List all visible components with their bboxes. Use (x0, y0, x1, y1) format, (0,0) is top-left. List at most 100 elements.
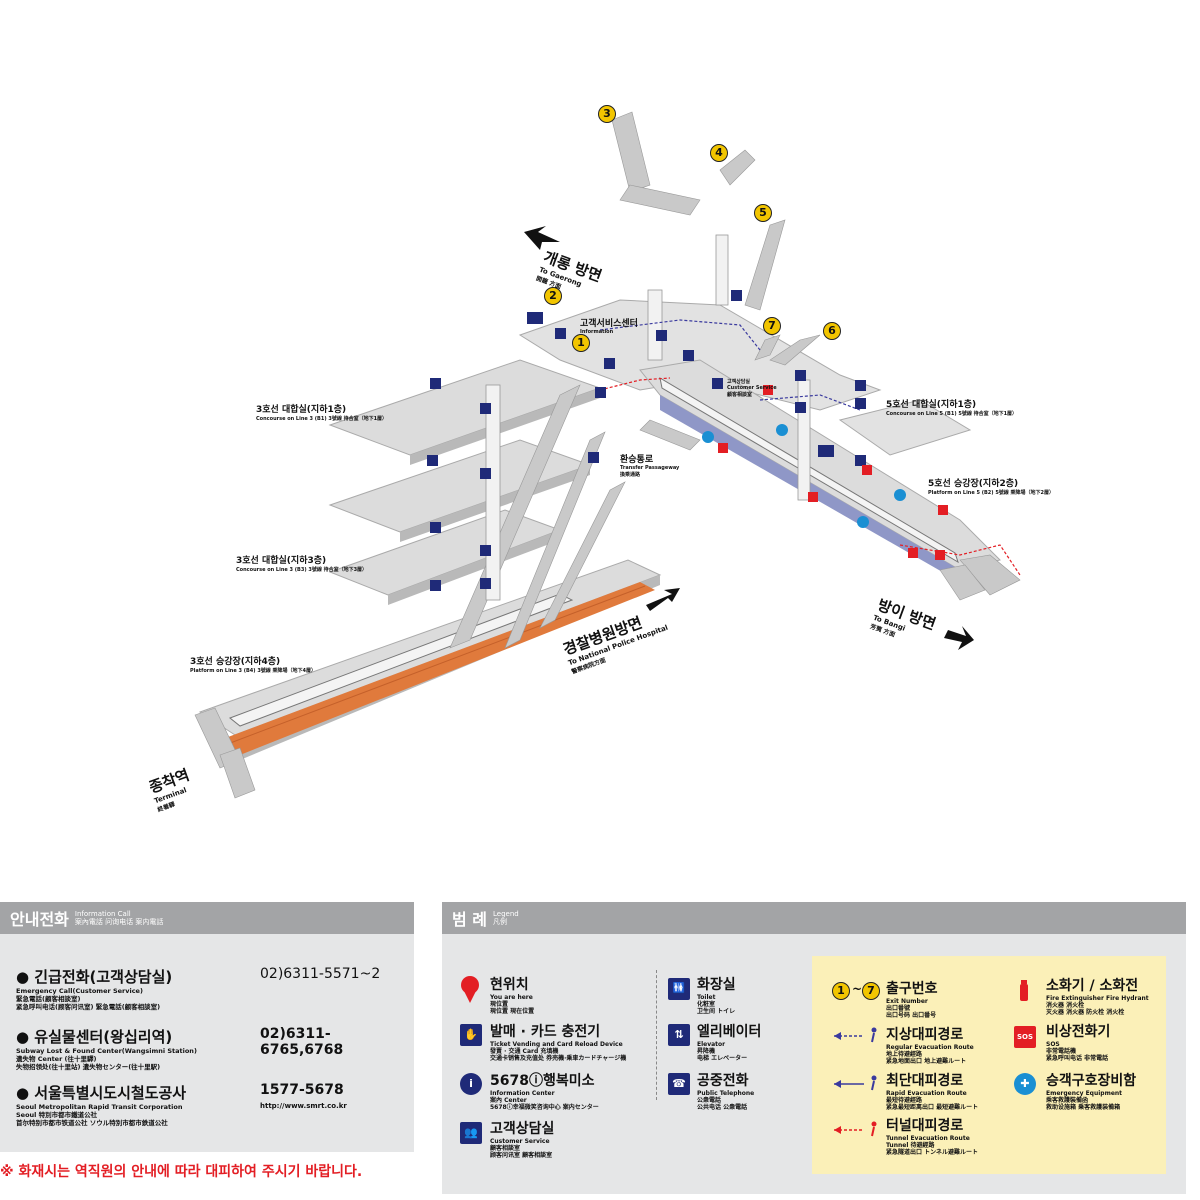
map-sos-icon-5 (938, 505, 948, 515)
exit-5-stair (744, 219, 786, 311)
customer-service-icon: 👥 (460, 1122, 482, 1144)
exit-5-marker: 5 (754, 204, 772, 222)
toilet-icon: 🚻 (668, 978, 690, 1000)
exit-3-marker: 3 (598, 105, 616, 123)
bangi-stair-2 (939, 564, 986, 601)
map-sos-icon-2 (718, 443, 728, 453)
map-sos-icon-6 (908, 548, 918, 558)
legend-elevator: 엘리베이터 Elevator 昇降機 电梯 エレベーター (697, 1024, 762, 1062)
exit-number-icon: 1 ~ 7 (832, 982, 880, 1000)
tunnel-evacuation-route (899, 544, 1021, 576)
legend-information-center: 5678ⓘ행복미소 Information Center 案內 Center 5678… (490, 1073, 599, 1111)
map-elevator-icon-12 (683, 350, 694, 361)
station-map-drawing (194, 111, 1021, 799)
level-label-concourse-3-b3: 3호선 대합실(지하3층) Concourse on Line 3 (B3) 3號… (236, 556, 368, 573)
legend-subtitle-1: Legend (493, 910, 519, 918)
legend-public-telephone: 공중전화 Public Telephone 公衆電話 公共电话 公衆電話 (697, 1073, 755, 1111)
elevator-shaft-1 (485, 384, 501, 601)
legend-column-divider (656, 970, 658, 1100)
map-sos-icon-3 (862, 465, 872, 475)
info-call-subtitle-2: 案內電話 问询电话 案内電話 (74, 918, 164, 926)
map-elevator-icon-7 (430, 580, 441, 591)
map-elevator-icon-9 (604, 358, 615, 369)
map-elevator-icon-14 (795, 402, 806, 413)
map-elevator-icon-1 (430, 378, 441, 389)
level-label-concourse-3-b1: 3호선 대합실(지하1층) Concourse on Line 3 (B1) 3號… (256, 405, 388, 422)
legend-subtitle-2: 凡例 (493, 918, 508, 926)
transfer-stair (639, 419, 701, 451)
level-label-platform-5: 5호선 승강장(지하2층) Platform on Line 5 (B2) 5號線… (928, 479, 1055, 496)
smrt-phone-number[interactable]: 1577-5678 (260, 1082, 344, 1098)
exit-3-stair (611, 111, 651, 193)
info-call-panel: 안내전화 Information Call 案內電話 问询电话 案内電話 ● 긴… (0, 902, 414, 1152)
terminal-stair-2 (219, 747, 256, 799)
regular-evacuation-route (759, 394, 861, 411)
legend-emergency-equipment: 승객구호장비함 Emergency Equipment 乘客救護裝備函 救助设施箱 乗… (1046, 1073, 1137, 1111)
exit-number-range: ~ (852, 982, 863, 996)
exit-3-4-ramp (619, 184, 701, 216)
legend-toilet: 화장실 Toilet 化粧室 卫生间 トイレ (697, 977, 736, 1015)
exit-6-stair (769, 334, 821, 366)
arrow-police (646, 588, 680, 611)
customer-service-label: 고객상담실 Customer Service 顧客相談室 (727, 379, 777, 398)
map-elevator-icon-5 (430, 522, 441, 533)
sos-phone-icon: SOS (1014, 1026, 1036, 1048)
emergency-equipment-icon: ✚ (1014, 1073, 1036, 1095)
legend-regular-evacuation: 지상대피경로 Regular Evacuation Route 地上待避經路 紧急地面… (886, 1027, 974, 1065)
map-equipment-icon-4 (857, 516, 869, 528)
map-equipment-icon-1 (702, 431, 714, 443)
tunnel-evacuation-route-2 (599, 377, 671, 391)
main-concourse-slab (518, 299, 882, 411)
info-call-subtitle-1: Information Call (74, 910, 131, 918)
exit-4-marker: 4 (710, 144, 728, 162)
central-stair-2 (504, 431, 606, 649)
map-equipment-icon-2 (776, 424, 788, 436)
exit-6-marker: 6 (823, 322, 841, 340)
info-call-header: 안내전화 Information Call 案內電話 问询电话 案内電話 (0, 902, 414, 934)
lost-found-phone-number[interactable]: 02)6311-6765,6768 (260, 1026, 344, 1058)
arrow-gaerong (524, 226, 560, 250)
information-center-icon: i (460, 1073, 482, 1095)
map-elevator-icon-6 (480, 545, 491, 556)
exit-4-stair (719, 149, 756, 186)
elevator-shaft-4 (797, 379, 811, 501)
legend-title: 범 례 (452, 910, 488, 929)
platform-3-track (220, 582, 655, 755)
regular-evacuation-icon (834, 1027, 877, 1043)
map-elevator-icon-2 (480, 403, 491, 414)
map-sos-icon-7 (935, 550, 945, 560)
legend-sos-phone: 비상전화기 SOS 非常電話機 紧急呼叫电话 非常電話 (1046, 1024, 1111, 1062)
map-elevator-icon-10 (595, 387, 606, 398)
elevator-shaft-2 (647, 289, 663, 361)
tunnel-evacuation-icon (834, 1121, 877, 1137)
map-elevator-icon-13 (731, 290, 742, 301)
emergency-phone-number[interactable]: 02)6311-5571~2 (260, 966, 381, 982)
exit-number-end-icon: 7 (862, 982, 880, 1000)
map-sos-icon-1 (763, 385, 773, 395)
legend-tunnel-evacuation: 터널대피경로 Tunnel Evacuation Route Tunnel 待避經路… (886, 1118, 978, 1156)
rapid-evacuation-route (599, 319, 761, 351)
elevator-icon: ⇅ (668, 1024, 690, 1046)
legend-header: 범 례 Legend 凡例 (442, 902, 1186, 934)
fire-extinguisher-icon (1020, 980, 1028, 1001)
map-elevator-icon-17 (855, 455, 866, 466)
central-stair-3 (539, 481, 626, 629)
info-call-title: 안내전화 (10, 910, 69, 929)
legend-ticket-machine: 발매 · 카드 충전기 Ticket Vending and Card Reloa… (490, 1024, 627, 1062)
map-elevator-icon-11 (656, 330, 667, 341)
map-elevator-icon-8 (480, 578, 491, 589)
legend-exit-number: 출구번호 Exit Number 出口番號 出口号码 出口番号 (886, 981, 938, 1019)
map-toilet-icon-2 (818, 445, 834, 457)
platform-5-track (660, 395, 965, 585)
fire-warning-text: ※ 화재시는 역직원의 안내에 따라 대피하여 주시기 바랍니다. (0, 1164, 363, 1180)
map-elevator-icon-4 (480, 468, 491, 479)
concourse-5-side (838, 399, 972, 456)
smrt-url-link[interactable]: http://www.smrt.co.kr (260, 1102, 347, 1110)
elevator-shaft-3 (715, 234, 729, 306)
info-row-lost-found: ● 유실물센터(왕십리역) Subway Lost & Found Center… (16, 1026, 406, 1071)
legend-you-are-here: 현위치 You are here 現位置 現位置 現在位置 (490, 977, 535, 1015)
legend-customer-service: 고객상담실 Customer Service 顧客相談室 顾客问讯室 顧客相談室 (490, 1121, 555, 1159)
map-ticket-icon-1 (555, 328, 566, 339)
map-sos-icon-4 (808, 492, 818, 502)
legend-fire-extinguisher: 소화기 / 소화전 Fire Extinguisher Fire Hydrant 消… (1046, 978, 1149, 1016)
